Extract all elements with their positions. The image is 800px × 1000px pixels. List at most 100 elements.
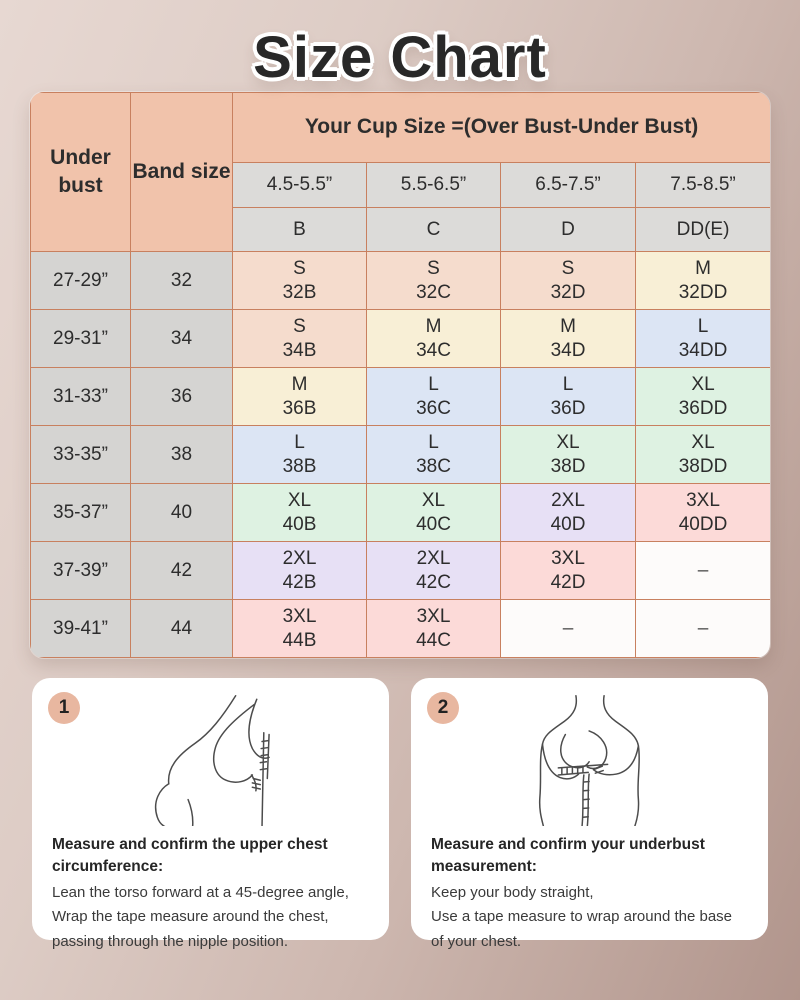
size-code: 34B [282,339,317,361]
under-bust-header: Under bust [30,92,131,252]
size-cell: M 34D [500,309,636,368]
table-row: 35-37” 40 XL 40B XL 40C 2XL 40D 3XL 40DD [30,483,770,542]
instruction-line: Lean the torso forward at a 45-degree an… [52,883,349,901]
size-cell: XL 38DD [634,425,770,484]
size-label: XL [556,432,580,454]
size-cell: L 38C [366,425,501,484]
size-chart-table-container: Under bust Band size Your Cup Size =(Ove… [30,92,770,658]
size-cell: L 36D [500,367,636,426]
lean-forward-measuring-illustration [52,688,369,826]
size-label: XL [287,490,312,512]
table-row: 37-39” 42 2XL 42B 2XL 42C 3XL 42D – [30,541,770,600]
instruction-line: Use a tape measure to wrap around the ba… [431,908,733,950]
size-cell: – [500,599,636,658]
size-cell: 2XL 40D [500,483,636,542]
size-cell: 3XL 40DD [634,483,770,542]
size-cell: XL 40B [232,483,367,542]
size-label: S [293,258,306,280]
cup-range-header: 6.5-7.5” [500,162,636,208]
size-label: 2XL [551,490,585,512]
size-cell: 3XL 44C [366,599,501,658]
instruction-line: passing through the nipple position. [52,932,289,950]
size-cell: M 34C [366,309,501,368]
size-label: L [428,374,439,396]
size-cell: S 34B [232,309,367,368]
size-code: 38D [550,455,586,477]
size-code: 42B [282,571,317,593]
size-label: 3XL [416,606,451,628]
size-cell: M 36B [232,367,367,426]
cup-letter-header: C [366,207,501,252]
under-bust-value: 27-29” [30,251,131,310]
band-size-value: 36 [130,367,233,426]
table-row: 33-35” 38 L 38B L 38C XL 38D XL 38DD [30,425,770,484]
empty-cell-dash: – [697,617,709,639]
size-code: 44B [282,629,317,651]
size-cell: S 32B [232,251,367,310]
under-bust-value: 39-41” [30,599,131,658]
size-cell: 3XL 44B [232,599,367,658]
underbust-measuring-illustration [431,688,748,826]
size-code: 34C [416,339,451,361]
size-cell: – [634,541,770,600]
instruction-card: 2 Measure and confirm your underbust mea… [411,678,768,950]
size-code: 40D [550,513,586,535]
size-cell: 2XL 42C [366,541,501,600]
instruction-card: 1 Measure and confirm the upper chest ci… [32,678,389,950]
size-label: S [293,316,306,338]
size-code: 40B [282,513,317,535]
size-label: M [695,258,711,280]
size-code: 36DD [678,397,728,419]
size-code: 36D [550,397,586,419]
size-label: M [560,316,576,338]
size-label: L [697,316,709,338]
instruction-heading: Measure and confirm your underbust measu… [431,836,705,876]
table-row: 27-29” 32 S 32B S 32C S 32D M 32DD [30,251,770,310]
empty-cell-dash: – [697,559,709,581]
size-label: M [425,316,442,338]
size-label: L [294,432,305,454]
size-label: XL [691,432,715,454]
size-label: L [562,374,574,396]
instruction-line: Wrap the tape measure around the chest, [52,908,329,926]
size-code: 44C [416,629,451,651]
size-code: 36C [416,397,451,419]
size-label: 3XL [551,548,585,570]
size-cell: L 38B [232,425,367,484]
size-cell: XL 40C [366,483,501,542]
size-label: 2XL [282,548,317,570]
size-label: 3XL [686,490,720,512]
instruction-line: Keep your body straight, [431,883,594,901]
band-size-value: 40 [130,483,233,542]
under-bust-value: 37-39” [30,541,131,600]
size-code: 42C [416,571,451,593]
size-code: 38B [282,455,317,477]
size-code: 36B [282,397,317,419]
page-title: Size Chart [253,25,547,90]
band-size-value: 32 [130,251,233,310]
size-code: 42D [550,571,586,593]
size-label: XL [421,490,446,512]
under-bust-value: 35-37” [30,483,131,542]
size-cell: 2XL 42B [232,541,367,600]
size-code: 32C [416,281,451,303]
band-size-value: 44 [130,599,233,658]
size-code: 38C [416,455,451,477]
size-cell: M 32DD [634,251,770,310]
size-cell: S 32C [366,251,501,310]
size-label: 2XL [416,548,451,570]
size-label: L [428,432,439,454]
size-label: S [561,258,575,280]
size-cell: – [634,599,770,658]
size-cell: XL 38D [500,425,636,484]
step-number-badge: 2 [427,692,459,724]
size-label: 3XL [282,606,317,628]
size-label: S [427,258,440,280]
size-code: 32DD [678,281,728,303]
size-chart-table: Under bust Band size Your Cup Size =(Ove… [30,92,770,658]
cup-size-header-row: Under bust Band size Your Cup Size =(Ove… [30,92,770,252]
size-code: 38DD [678,455,728,477]
empty-cell-dash: – [562,617,574,639]
table-row: 29-31” 34 S 34B M 34C M 34D L 34DD [30,309,770,368]
instruction-lines: Lean the torso forward at a 45-degree an… [52,881,369,954]
